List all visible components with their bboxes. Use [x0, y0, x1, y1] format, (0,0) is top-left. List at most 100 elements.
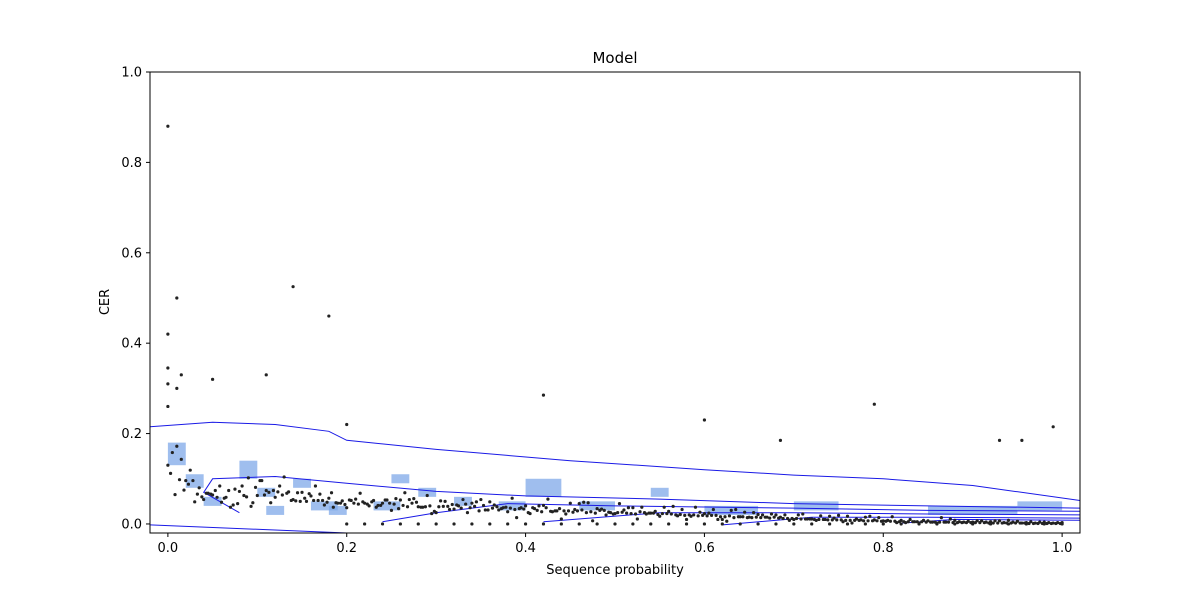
data-point	[380, 501, 385, 505]
data-point	[318, 492, 322, 496]
data-point	[845, 522, 850, 526]
data-point	[465, 511, 470, 515]
data-point	[884, 519, 888, 523]
data-point	[575, 509, 580, 513]
data-point	[738, 522, 742, 526]
x-tick-label: 0.4	[515, 541, 536, 556]
data-point	[577, 522, 581, 526]
data-point	[906, 520, 910, 524]
data-point	[215, 495, 219, 499]
data-point	[687, 513, 691, 517]
data-point	[452, 522, 456, 526]
data-point	[210, 377, 215, 381]
data-point	[492, 503, 496, 507]
data-point	[374, 505, 378, 509]
data-point	[960, 521, 964, 525]
data-point	[447, 507, 452, 512]
data-point	[799, 517, 803, 521]
data-point	[303, 496, 307, 500]
data-point	[166, 332, 170, 336]
data-point	[642, 511, 647, 515]
data-point	[1000, 521, 1004, 525]
data-point	[430, 511, 434, 516]
data-point	[228, 505, 233, 509]
data-point	[410, 501, 414, 505]
data-point	[625, 511, 629, 515]
data-point	[732, 516, 736, 520]
data-point	[881, 522, 885, 526]
data-point	[231, 503, 235, 507]
data-point	[233, 487, 237, 491]
data-point	[1027, 521, 1031, 526]
data-point	[197, 486, 201, 490]
data-point	[640, 505, 644, 509]
data-point	[251, 501, 255, 505]
data-point	[794, 516, 799, 521]
data-point	[752, 511, 756, 515]
data-point	[790, 516, 794, 521]
data-point	[826, 518, 830, 522]
data-point	[504, 505, 508, 509]
data-point	[213, 488, 217, 493]
data-point	[343, 502, 347, 507]
data-point	[186, 482, 191, 486]
data-point	[204, 491, 208, 495]
data-point	[179, 373, 183, 377]
data-point	[573, 507, 577, 512]
data-point	[801, 512, 805, 516]
data-point	[861, 519, 866, 523]
data-point	[559, 517, 563, 521]
data-point	[777, 516, 781, 520]
data-point	[394, 497, 398, 501]
data-point	[844, 518, 848, 522]
data-point	[177, 478, 182, 482]
data-point	[322, 503, 326, 507]
data-point	[589, 510, 593, 514]
data-point	[768, 516, 772, 520]
y-tick-label: 0.6	[121, 246, 142, 261]
data-point	[598, 508, 602, 513]
data-point	[541, 503, 546, 508]
data-point	[915, 520, 919, 524]
data-point	[222, 496, 226, 500]
data-point	[631, 506, 635, 510]
x-tick-label: 0.2	[336, 541, 357, 556]
data-point	[388, 501, 392, 505]
data-point	[396, 506, 401, 511]
data-point	[416, 522, 420, 526]
data-point	[754, 515, 758, 519]
data-point	[734, 507, 738, 512]
data-point	[828, 514, 832, 518]
data-point	[488, 522, 492, 526]
data-point	[890, 515, 894, 519]
data-point	[340, 499, 344, 503]
data-point	[182, 488, 186, 492]
data-point	[473, 504, 477, 508]
data-point	[412, 497, 416, 501]
data-point	[1051, 425, 1055, 429]
data-point	[1042, 522, 1046, 526]
data-point	[693, 505, 698, 509]
data-point	[638, 510, 642, 514]
data-point	[702, 522, 707, 526]
data-point	[419, 505, 423, 509]
data-point	[188, 468, 192, 472]
data-point	[1006, 518, 1011, 522]
data-point	[470, 522, 474, 526]
data-point	[924, 520, 928, 524]
data-point	[729, 508, 733, 513]
data-point	[506, 522, 510, 526]
data-point	[973, 521, 977, 525]
data-point	[506, 510, 510, 514]
data-point	[939, 516, 943, 520]
data-point	[398, 498, 402, 502]
data-point	[692, 513, 696, 517]
data-point	[917, 522, 921, 526]
y-tick-label: 1.0	[121, 66, 142, 81]
data-point	[669, 512, 673, 516]
data-point	[863, 515, 867, 519]
data-point	[830, 518, 834, 522]
data-point	[911, 520, 915, 524]
data-point	[665, 511, 669, 516]
data-point	[781, 516, 785, 521]
